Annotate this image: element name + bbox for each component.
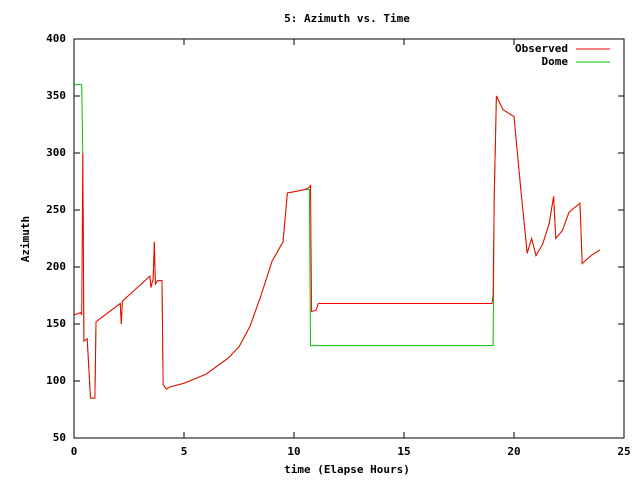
y-tick-label: 200 xyxy=(46,260,66,273)
x-tick-label: 10 xyxy=(287,445,300,458)
x-tick-label: 20 xyxy=(507,445,520,458)
plot-border xyxy=(73,38,625,439)
x-tick-label: 0 xyxy=(71,445,78,458)
y-tick-label: 50 xyxy=(53,431,66,444)
data-line xyxy=(74,84,601,399)
y-tick-label: 150 xyxy=(46,317,66,330)
y-tick-label: 100 xyxy=(46,374,66,387)
chart-title: 5: Azimuth vs. Time xyxy=(284,12,410,25)
x-axis-label: time (Elapse Hours) xyxy=(284,463,410,476)
legend-label: Dome xyxy=(542,55,569,68)
x-tick-label: 25 xyxy=(617,445,630,458)
data-line xyxy=(73,95,601,399)
y-tick-label: 250 xyxy=(46,203,66,216)
x-tick-label: 15 xyxy=(397,445,410,458)
legend-label: Observed xyxy=(515,42,568,55)
x-tick-label: 5 xyxy=(181,445,188,458)
y-tick-label: 350 xyxy=(46,89,66,102)
y-axis-label: Azimuth xyxy=(19,216,32,262)
y-tick-label: 300 xyxy=(46,146,66,159)
y-tick-label: 400 xyxy=(46,32,66,45)
